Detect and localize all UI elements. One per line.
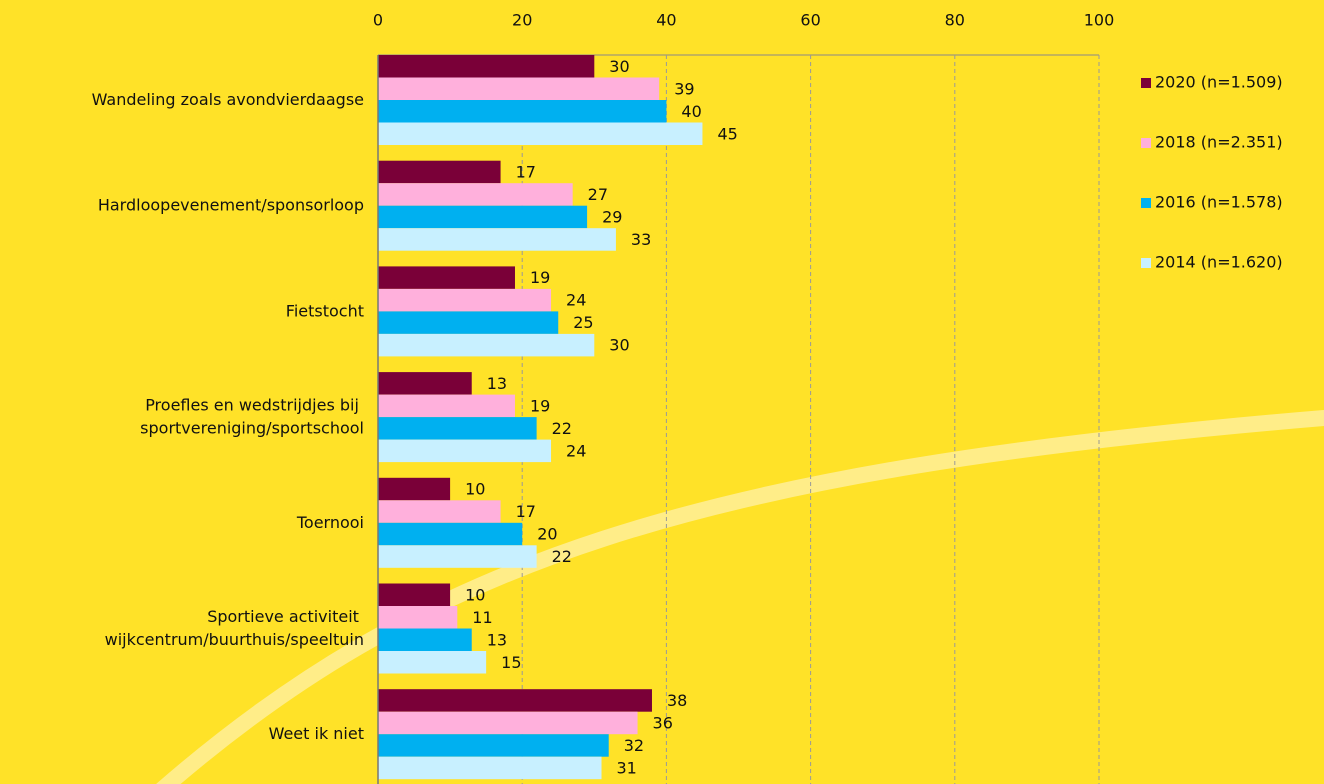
- bar: [378, 584, 450, 607]
- value-label: 32: [624, 736, 644, 755]
- legend-swatch: [1141, 138, 1151, 148]
- value-label: 30: [609, 336, 629, 355]
- value-label: 13: [487, 374, 507, 393]
- legend-label: 2018 (n=2.351): [1155, 133, 1283, 152]
- value-label: 39: [674, 79, 694, 98]
- bar: [378, 334, 594, 357]
- value-label: 10: [465, 480, 485, 499]
- legend-swatch: [1141, 78, 1151, 88]
- bar: [378, 629, 472, 652]
- bar: [378, 161, 501, 184]
- bar: [378, 266, 515, 289]
- bar: [378, 606, 457, 629]
- bar: [378, 289, 551, 312]
- value-label: 29: [602, 207, 622, 226]
- bar: [378, 712, 638, 735]
- value-label: 17: [516, 162, 536, 181]
- bar: [378, 78, 659, 101]
- value-label: 17: [516, 502, 536, 521]
- category-label: Fietstocht: [286, 301, 364, 320]
- bar: [378, 123, 702, 146]
- value-label: 24: [566, 441, 586, 460]
- category-label: Weet ik niet: [269, 724, 364, 743]
- bar: [378, 545, 537, 568]
- x-tick-label: 100: [1084, 11, 1115, 30]
- bar: [378, 651, 486, 674]
- legend-swatch: [1141, 258, 1151, 268]
- category-label: Wandeling zoals avondvierdaagse: [92, 90, 364, 109]
- category-label: Hardloopevenement/sponsorloop: [98, 195, 364, 214]
- value-label: 19: [530, 396, 550, 415]
- value-label: 30: [609, 57, 629, 76]
- x-tick-label: 0: [373, 11, 383, 30]
- value-label: 33: [631, 230, 651, 249]
- bar: [378, 55, 594, 78]
- value-label: 22: [552, 419, 572, 438]
- bar: [378, 372, 472, 395]
- bar: [378, 206, 587, 229]
- category-label: Proefles en wedstrijdjes bij sportvereni…: [140, 395, 364, 437]
- x-tick-label: 80: [945, 11, 965, 30]
- category-label: Toernooi: [296, 512, 364, 531]
- x-tick-label: 40: [656, 11, 676, 30]
- category-label: Sportieve activiteit wijkcentrum/buurthu…: [105, 607, 364, 649]
- value-label: 13: [487, 630, 507, 649]
- value-label: 40: [681, 102, 701, 121]
- legend-label: 2014 (n=1.620): [1155, 253, 1283, 272]
- bar: [378, 228, 616, 251]
- bar: [378, 478, 450, 501]
- bar: [378, 183, 573, 206]
- bar: [378, 523, 522, 546]
- value-label: 31: [617, 758, 637, 777]
- x-tick-label: 60: [800, 11, 820, 30]
- value-label: 15: [501, 653, 521, 672]
- value-label: 36: [653, 713, 673, 732]
- value-label: 20: [537, 525, 557, 544]
- value-label: 27: [588, 185, 608, 204]
- value-label: 10: [465, 585, 485, 604]
- legend-label: 2016 (n=1.578): [1155, 193, 1283, 212]
- value-label: 22: [552, 547, 572, 566]
- bar: [378, 311, 558, 334]
- value-label: 45: [717, 124, 737, 143]
- value-label: 25: [573, 313, 593, 332]
- bar: [378, 689, 652, 712]
- bar: [378, 757, 602, 780]
- legend-label: 2020 (n=1.509): [1155, 73, 1283, 92]
- legend-swatch: [1141, 198, 1151, 208]
- value-label: 11: [472, 608, 492, 627]
- bar: [378, 500, 501, 523]
- bar: [378, 734, 609, 757]
- x-tick-label: 20: [512, 11, 532, 30]
- bar: [378, 100, 666, 123]
- chart: 0 20 40 60 80 100 Wandeling zoals avondvierdaa…: [0, 0, 1324, 784]
- value-label: 19: [530, 268, 550, 287]
- value-label: 38: [667, 691, 687, 710]
- bar: [378, 440, 551, 463]
- bar: [378, 395, 515, 418]
- bar: [378, 417, 537, 440]
- value-label: 24: [566, 291, 586, 310]
